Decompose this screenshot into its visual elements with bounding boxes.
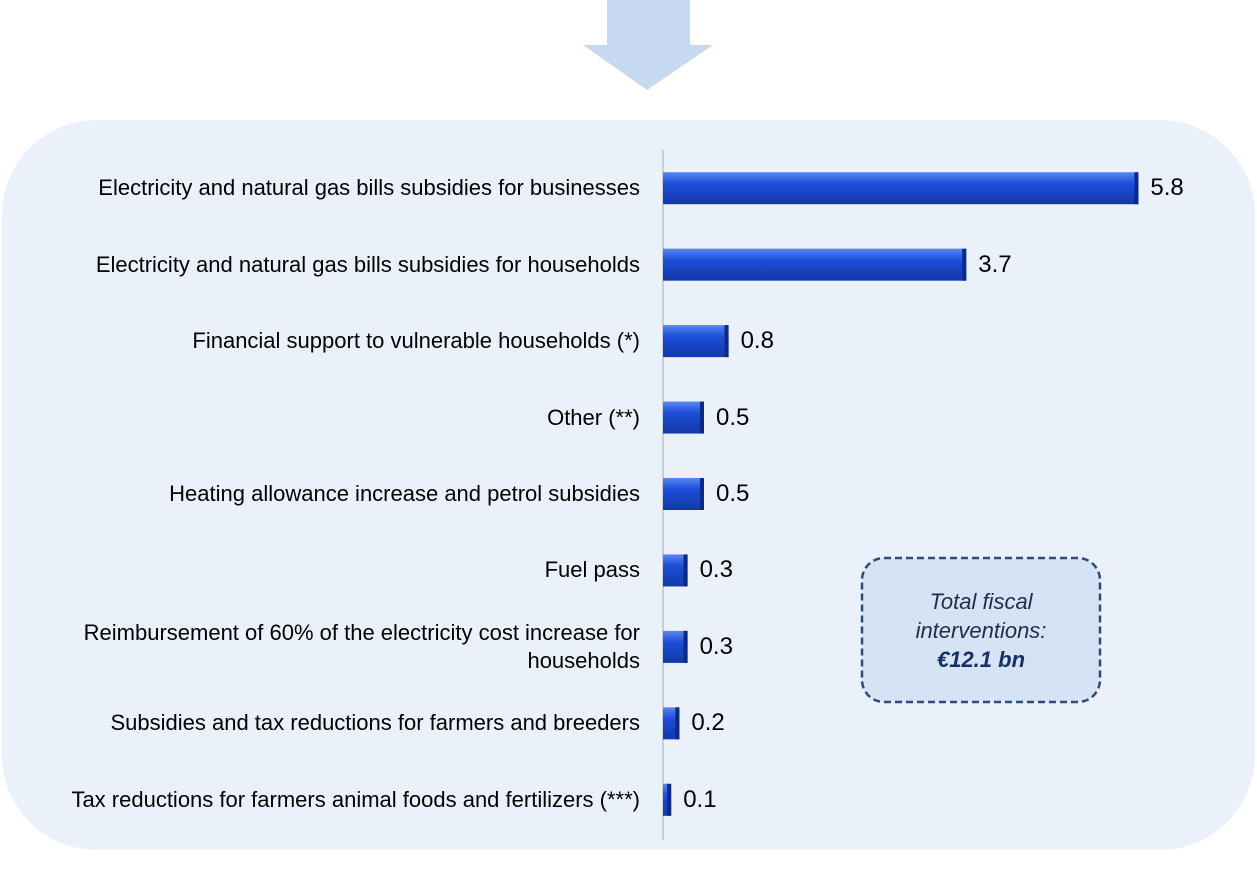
bar-edge [699, 478, 704, 510]
category-label: Subsidies and tax reductions for farmers… [110, 710, 640, 736]
bar [663, 172, 1139, 205]
bar [663, 401, 704, 434]
bar [663, 630, 688, 663]
bar-edge [675, 707, 680, 740]
category-label: Financial support to vulnerable househol… [192, 328, 640, 354]
bar-edge [683, 554, 688, 587]
bar-edge [962, 248, 967, 281]
category-label: Other (**) [547, 404, 640, 430]
value-label: 0.8 [740, 327, 774, 355]
category-label: Electricity and natural gas bills subsid… [95, 251, 640, 277]
bar [663, 783, 672, 816]
annotation-text: Total fiscal interventions: [915, 588, 1047, 643]
category-label: Tax reductions for farmers animal foods … [71, 786, 640, 812]
annotation: Total fiscal interventions: €12.1 bn [862, 558, 1100, 702]
bar-edge [724, 325, 729, 358]
value-label: 0.3 [699, 556, 733, 584]
value-label: 0.3 [699, 632, 733, 660]
bar [663, 478, 704, 510]
value-label: 0.5 [715, 480, 750, 507]
bar-edge [699, 401, 704, 434]
arrow [583, 0, 713, 90]
value-label: 0.5 [715, 403, 750, 431]
category-label: Fuel pass [544, 557, 640, 583]
bar [663, 325, 729, 358]
category-label: Electricity and natural gas bills subsid… [98, 175, 640, 201]
bar [663, 554, 688, 587]
value-label: 5.8 [1150, 174, 1184, 202]
value-label: 0.2 [691, 709, 725, 737]
bar [663, 248, 967, 281]
bar-edge [1134, 172, 1139, 205]
bar-edge [683, 630, 688, 663]
value-label: 0.1 [683, 785, 717, 813]
note-box [860, 556, 1102, 704]
bar [663, 707, 680, 740]
category-label: Heating allowance increase and petrol su… [169, 481, 640, 506]
value-label: 3.7 [978, 250, 1012, 278]
bar-edge [667, 783, 672, 816]
annotation-total: €12.1 bn [936, 646, 1026, 672]
category-label: Reimbursement of 60% of the electricity … [83, 619, 640, 673]
